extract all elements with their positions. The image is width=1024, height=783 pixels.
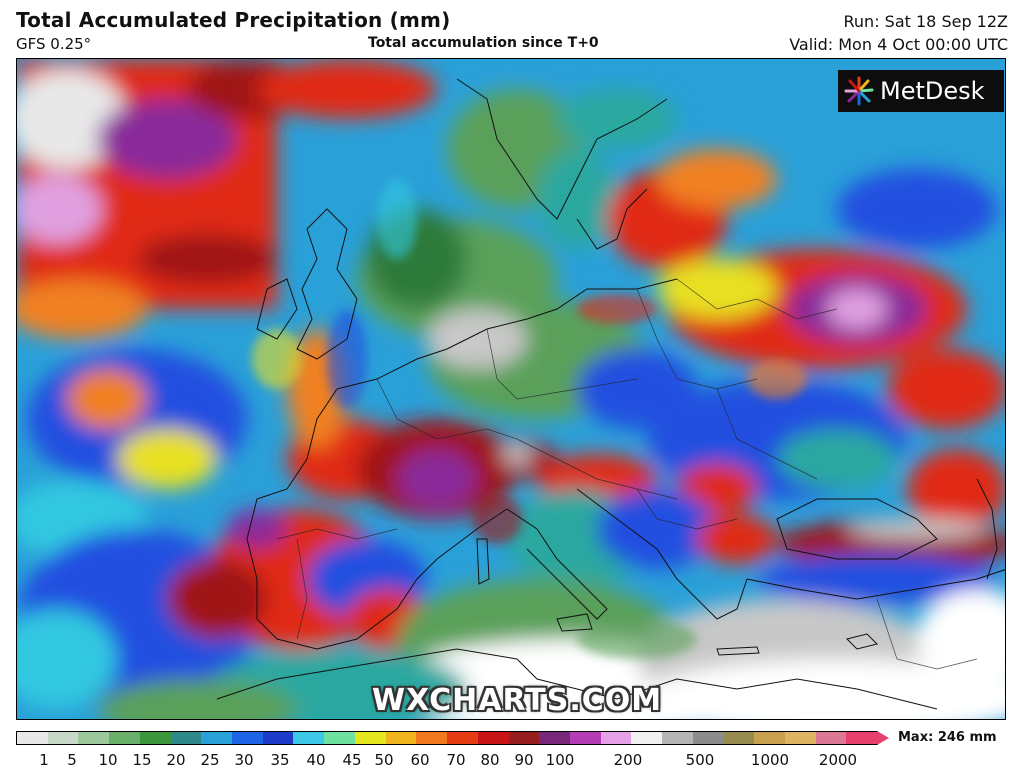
colorbar-segment xyxy=(508,732,540,744)
coastlines xyxy=(216,78,1005,710)
colorbar-segment xyxy=(385,732,417,744)
colorbar-label: 30 xyxy=(234,751,254,769)
colorbar-label: 45 xyxy=(342,751,362,769)
colorbar-segment xyxy=(324,732,355,744)
run-time: Run: Sat 18 Sep 12Z xyxy=(843,12,1008,31)
colorbar-segment xyxy=(109,732,140,744)
metdesk-starburst-icon xyxy=(844,76,874,106)
colorbar-segment xyxy=(416,732,448,744)
colorbar-segment xyxy=(47,732,79,744)
model-label: GFS 0.25° xyxy=(16,35,92,53)
colorbar-label: 40 xyxy=(306,751,326,769)
colorbar-segment xyxy=(784,732,816,744)
colorbar-label: 100 xyxy=(545,751,575,769)
max-value: Max: 246 mm xyxy=(898,730,997,745)
colorbar-segment xyxy=(447,732,478,744)
colorbar-segment xyxy=(815,732,847,744)
colorbar-segment xyxy=(354,732,386,744)
colorbar-segment xyxy=(600,732,632,744)
precip-detail xyxy=(252,179,807,659)
colorbar-segment xyxy=(139,732,171,744)
chart-subtitle: Total accumulation since T+0 xyxy=(368,35,599,51)
colorbar-segment xyxy=(293,732,325,744)
colorbar-label: 25 xyxy=(200,751,220,769)
colorbar-label: 10 xyxy=(98,751,118,769)
valid-time: Valid: Mon 4 Oct 00:00 UTC xyxy=(789,35,1008,54)
colorbar-segment xyxy=(232,732,263,744)
colorbar-segment xyxy=(569,732,601,744)
colorbar-segment xyxy=(846,732,877,744)
colorbar-label: 1000 xyxy=(750,751,790,769)
colorbar-label: 60 xyxy=(410,751,430,769)
metdesk-logo: MetDesk xyxy=(838,70,1004,112)
colorbar-segment xyxy=(262,732,294,744)
colorbar-segment xyxy=(723,732,755,744)
colorbar-label: 1 xyxy=(39,751,49,769)
watermark: WXCHARTS.COM xyxy=(372,683,663,718)
colorbar-label: 15 xyxy=(132,751,152,769)
colorbar-label: 500 xyxy=(685,751,715,769)
colorbar-label: 200 xyxy=(613,751,643,769)
colorbar-label: 20 xyxy=(166,751,186,769)
colorbar-segment xyxy=(477,732,509,744)
colorbar-label: 5 xyxy=(67,751,77,769)
colorbar-label: 2000 xyxy=(818,751,858,769)
map-canvas xyxy=(17,59,1005,719)
colorbar-segment xyxy=(17,732,48,744)
chart-title: Total Accumulated Precipitation (mm) xyxy=(16,8,451,32)
colorbar-segment xyxy=(201,732,233,744)
colorbar-segment xyxy=(662,732,693,744)
colorbar-segment xyxy=(78,732,110,744)
colorbar-segment xyxy=(170,732,202,744)
colorbar-labels: 1 5 10 15 20 25 30 35 40 45 50 60 70 80 90 100 200 500 100… xyxy=(0,751,1024,775)
colorbar-label: 90 xyxy=(514,751,534,769)
colorbar-segment xyxy=(754,732,785,744)
colorbar-label: 35 xyxy=(270,751,290,769)
colorbar-segment xyxy=(692,732,724,744)
colorbar-label: 70 xyxy=(446,751,466,769)
colorbar xyxy=(16,731,878,745)
colorbar-label: 50 xyxy=(374,751,394,769)
precipitation-map xyxy=(16,58,1006,720)
borders xyxy=(276,278,978,670)
colorbar-label: 80 xyxy=(480,751,500,769)
colorbar-segment xyxy=(631,732,663,744)
precip-field xyxy=(17,59,1005,719)
colorbar-segment xyxy=(539,732,570,744)
logo-text: MetDesk xyxy=(880,77,985,105)
colorbar-tip xyxy=(877,731,889,745)
